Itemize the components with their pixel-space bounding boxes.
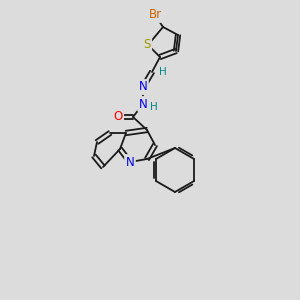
Text: N: N (139, 98, 147, 110)
Text: O: O (113, 110, 123, 124)
Text: N: N (126, 155, 134, 169)
Text: Br: Br (148, 8, 162, 22)
Text: N: N (139, 80, 147, 94)
Text: H: H (150, 102, 158, 112)
Text: H: H (159, 67, 167, 77)
Text: S: S (143, 38, 151, 52)
